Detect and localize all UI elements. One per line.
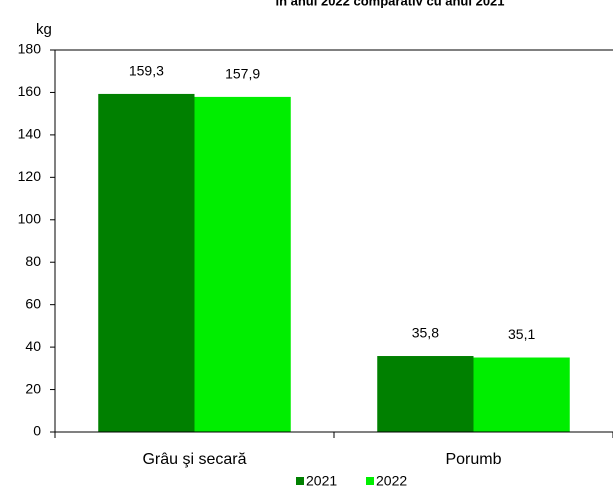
y-tick-label: 80 — [25, 253, 41, 269]
y-tick-label: 180 — [18, 41, 42, 57]
x-tick-label: Porumb — [445, 451, 501, 468]
y-tick-label: 20 — [25, 380, 41, 396]
data-label: 35,8 — [412, 325, 439, 341]
y-tick-label: 100 — [18, 210, 42, 226]
chart-title: în anul 2022 comparativ cu anul 2021 — [274, 0, 504, 8]
legend-label: 2022 — [376, 473, 407, 489]
data-label: 159,3 — [129, 63, 164, 79]
bar — [377, 356, 474, 432]
y-tick-label: 160 — [18, 83, 42, 99]
y-tick-label: 120 — [18, 168, 42, 184]
y-tick-label: 140 — [18, 126, 42, 142]
legend-swatch — [366, 477, 374, 485]
y-tick-label: 40 — [25, 338, 41, 354]
data-label: 35,1 — [508, 326, 535, 342]
bar — [98, 93, 195, 433]
legend-swatch — [296, 477, 304, 485]
y-axis-label: kg — [36, 21, 52, 38]
y-tick-label: 0 — [33, 423, 41, 439]
data-label: 157,9 — [225, 66, 260, 82]
y-tick-label: 60 — [25, 295, 41, 311]
bar — [194, 96, 291, 432]
x-tick-label: Grâu şi secară — [142, 451, 246, 468]
bar — [473, 357, 570, 432]
legend-label: 2021 — [306, 473, 337, 489]
